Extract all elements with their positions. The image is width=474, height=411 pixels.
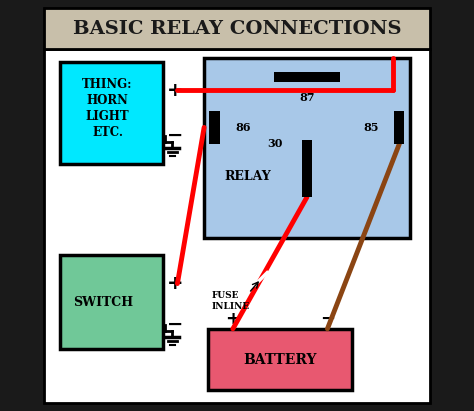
Text: +: + — [167, 274, 183, 293]
Bar — [209, 111, 219, 144]
Text: −: − — [320, 309, 335, 328]
Bar — [44, 8, 430, 49]
Text: +: + — [226, 309, 240, 328]
Bar — [204, 58, 410, 238]
Text: 86: 86 — [235, 122, 250, 133]
Text: BATTERY: BATTERY — [244, 353, 317, 367]
Text: RELAY: RELAY — [225, 170, 272, 183]
Bar — [208, 329, 352, 390]
Text: BASIC RELAY CONNECTIONS: BASIC RELAY CONNECTIONS — [73, 20, 401, 38]
Text: 85: 85 — [363, 122, 379, 133]
Text: +: + — [167, 81, 183, 100]
Bar — [60, 62, 163, 164]
Bar — [274, 72, 340, 82]
Bar — [302, 140, 312, 197]
Text: FUSE
INLINE: FUSE INLINE — [212, 291, 250, 311]
Text: THING:
HORN
LIGHT
ETC.: THING: HORN LIGHT ETC. — [82, 79, 133, 139]
Text: 30: 30 — [267, 139, 282, 149]
Bar — [44, 49, 430, 403]
Text: −: − — [167, 126, 183, 145]
Bar — [60, 255, 163, 349]
Bar — [394, 111, 404, 144]
Text: 87: 87 — [299, 92, 315, 104]
Text: −: − — [167, 315, 183, 334]
Text: SWITCH: SWITCH — [73, 296, 134, 309]
